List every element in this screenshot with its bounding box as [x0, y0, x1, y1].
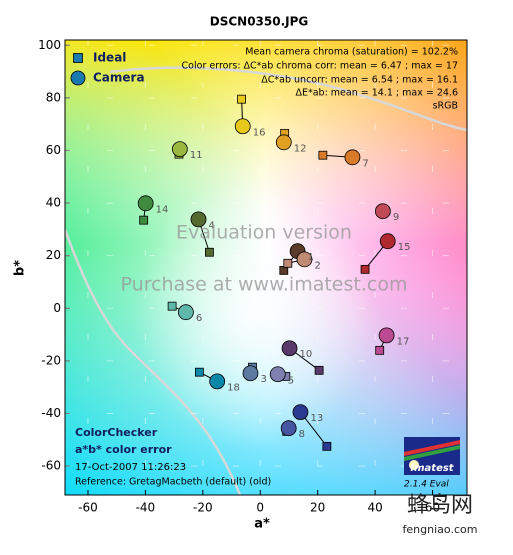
ideal-point — [360, 264, 370, 274]
site-watermark: fengniao.com — [403, 523, 478, 536]
ideal-point — [139, 215, 149, 225]
y-tick-label: -40 — [41, 406, 61, 420]
y-axis-label: b* — [13, 260, 28, 276]
camera-point — [374, 203, 391, 220]
x-tick-label: 40 — [367, 501, 382, 515]
plot-layer: -60 -40 -20 0 20 40 60 -60 -40 -20 0 20 40 60 80 100 12 3… — [38, 38, 467, 515]
x-tick-label: 20 — [310, 501, 325, 515]
point-label: 16 — [253, 127, 266, 138]
camera-point — [344, 149, 361, 166]
point-label: 12 — [294, 143, 307, 154]
y-tick-label: -20 — [41, 353, 61, 367]
info-text: Reference: GretagMacbeth (default) (old) — [75, 477, 271, 488]
point-label: 18 — [227, 382, 240, 393]
x-axis-label: a* — [254, 517, 270, 532]
point-label: 3 — [260, 374, 266, 385]
camera-point — [137, 195, 154, 212]
logo: Imatest 2.1.4 Eval — [404, 437, 460, 490]
info-text: a*b* color error — [75, 443, 172, 456]
ideal-point — [194, 367, 204, 377]
ideal-point — [375, 345, 385, 355]
point-label: 6 — [196, 313, 202, 324]
point-label: 9 — [393, 212, 399, 223]
annotation: Mean camera chroma (saturation) = 102.2% — [245, 47, 458, 58]
legend-label: Camera — [93, 71, 145, 85]
site-watermark: 蜂鸟网 — [407, 493, 473, 518]
info-text: ColorChecker — [75, 426, 158, 439]
camera-point — [280, 420, 297, 437]
point-label: 2 — [314, 260, 320, 271]
camera-point — [379, 233, 396, 250]
x-tick-label: -60 — [78, 501, 98, 515]
camera-point — [190, 211, 207, 228]
point-label: 11 — [190, 150, 203, 161]
camera-point — [269, 366, 286, 383]
ideal-point — [205, 247, 214, 257]
x-tick-label: -20 — [193, 501, 213, 515]
ideal-point — [283, 258, 293, 268]
ideal-point — [237, 94, 246, 104]
logo-version: 2.1.4 Eval — [404, 480, 449, 490]
camera-point — [281, 340, 298, 357]
point-label: 8 — [299, 429, 305, 440]
ideal-point — [314, 365, 324, 375]
legend-marker — [70, 70, 86, 86]
y-tick-label: 0 — [53, 301, 61, 315]
y-tick-label: 100 — [38, 38, 61, 52]
camera-point — [177, 304, 194, 321]
camera-point — [275, 134, 292, 151]
y-tick-label: 20 — [46, 248, 61, 262]
x-tick-label: -40 — [136, 501, 156, 515]
point-label: 1 — [308, 252, 314, 263]
ideal-point — [167, 301, 177, 311]
annotation: sRGB — [433, 101, 458, 112]
ideal-point — [318, 150, 328, 160]
info-text: 17-Oct-2007 11:26:23 — [75, 462, 186, 473]
camera-point — [292, 404, 309, 421]
point-label: 13 — [310, 413, 323, 424]
camera-point — [378, 327, 395, 344]
camera-point — [296, 251, 313, 268]
plot-frame — [64, 39, 468, 496]
point-label: 15 — [398, 242, 411, 253]
point-label: 7 — [362, 158, 368, 169]
x-tick-label: 60 — [425, 501, 440, 515]
watermark: Purchase at www.imatest.com — [121, 274, 408, 296]
point-label: 5 — [288, 375, 294, 386]
point-label: 17 — [397, 336, 410, 347]
plot-background — [65, 40, 467, 495]
point-label: 4 — [209, 220, 215, 231]
y-tick-label: 60 — [46, 143, 61, 157]
camera-point — [171, 141, 188, 158]
y-tick-label: 40 — [46, 196, 61, 210]
watermark: Evaluation version — [176, 222, 352, 244]
camera-point — [234, 118, 251, 135]
y-tick-label: -60 — [41, 459, 61, 473]
point-label: 10 — [300, 349, 313, 360]
x-tick-label: 0 — [256, 501, 264, 515]
annotation: ΔC*ab uncorr: mean = 6.54 ; max = 16.1 — [261, 75, 458, 86]
annotation: ΔE*ab: mean = 14.1 ; max = 24.6 — [295, 88, 458, 99]
logo-text: Imatest — [410, 463, 454, 474]
legend-label: Ideal — [93, 51, 126, 65]
ideal-point — [322, 441, 332, 451]
camera-point — [209, 373, 226, 390]
y-tick-label: 80 — [46, 90, 61, 104]
chart-title: DSCN0350.JPG — [210, 15, 309, 29]
camera-point — [242, 365, 259, 382]
legend-marker — [73, 53, 83, 63]
annotation: Color errors: ΔC*ab chroma corr: mean = … — [182, 61, 458, 72]
point-label: 14 — [156, 204, 169, 215]
